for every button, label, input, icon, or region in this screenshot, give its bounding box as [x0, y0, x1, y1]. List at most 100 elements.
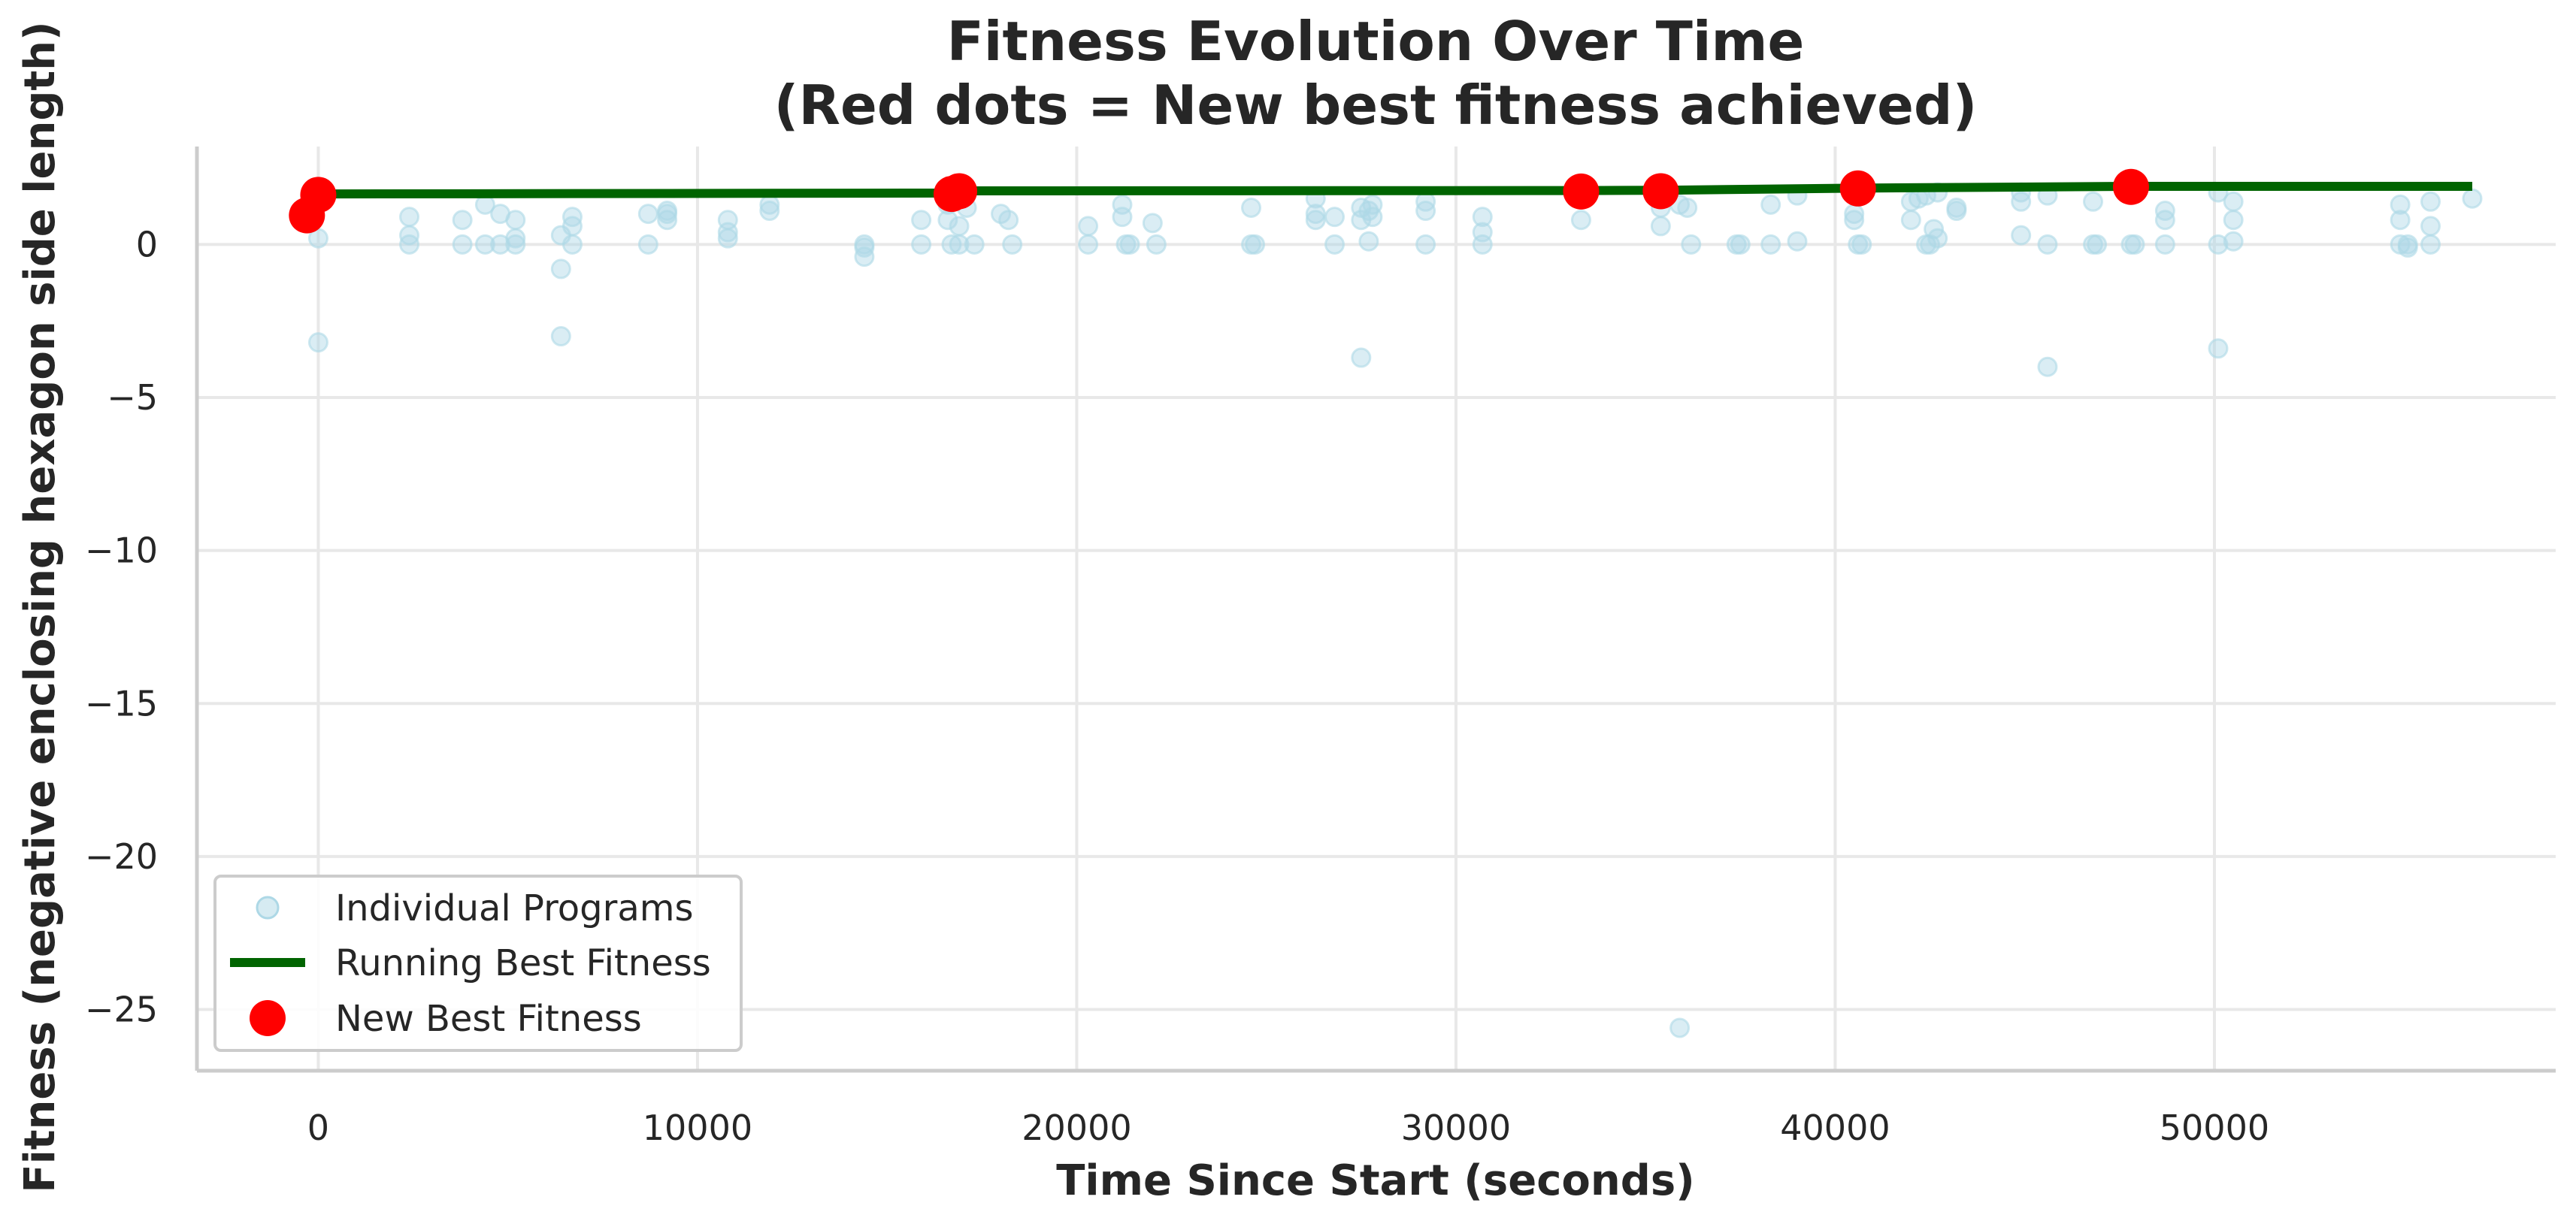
individual-program-point [1324, 234, 1346, 255]
individual-program-point [1241, 197, 1262, 218]
y-tick-label: −20 [85, 836, 158, 877]
individual-program-point [941, 234, 962, 255]
x-tick-label: 20000 [1022, 1108, 1131, 1148]
individual-program-point [2420, 234, 2441, 255]
new-best-point [1839, 170, 1876, 207]
individual-program-point [505, 210, 526, 231]
individual-program-point [1142, 213, 1163, 234]
individual-program-point [2011, 191, 2032, 212]
individual-program-point [1650, 216, 1671, 237]
individual-program-point [1112, 207, 1133, 228]
individual-program-point [474, 234, 495, 255]
individual-program-point [949, 216, 970, 237]
individual-program-point [2397, 237, 2418, 258]
individual-program-point [1677, 197, 1698, 218]
individual-program-point [1415, 201, 1436, 222]
individual-program-point [854, 246, 875, 267]
individual-program-point [717, 228, 738, 249]
individual-program-point [998, 210, 1019, 231]
running-best-line [318, 181, 2473, 199]
y-tick-label: −25 [85, 990, 158, 1030]
individual-program-point [1669, 1017, 1691, 1038]
legend-marker-new-best [250, 1000, 286, 1036]
individual-program-point [562, 234, 583, 255]
new-best-points [289, 168, 2149, 234]
y-tick-label: 0 [136, 224, 158, 264]
individual-program-point [452, 234, 473, 255]
individual-program-point [1844, 210, 1865, 231]
individual-program-point [759, 201, 780, 222]
new-best-point [2112, 168, 2149, 205]
individual-program-point [657, 210, 678, 231]
x-tick-labels: 0 10000 20000 30000 40000 50000 [307, 1108, 2269, 1148]
y-tick-label: −15 [85, 683, 158, 724]
individual-program-point [2223, 191, 2244, 212]
individual-program-point [562, 216, 583, 237]
individual-program-point [1245, 234, 1266, 255]
individual-program-point [637, 204, 658, 225]
individual-program-point [2223, 231, 2244, 252]
individual-program-point [911, 234, 932, 255]
individual-program-point [1472, 234, 1493, 255]
chart-title-line2: (Red dots = New best fitness achieved) [774, 74, 1978, 137]
individual-program-point [1358, 231, 1379, 252]
individual-program-point [2154, 210, 2175, 231]
individual-program-point [1927, 228, 1948, 249]
individual-program-point [637, 234, 658, 255]
new-best-point [1642, 173, 1679, 210]
individual-program-point [1760, 194, 1781, 215]
y-tick-label: −5 [107, 377, 158, 418]
individual-program-point [1362, 207, 1383, 228]
legend-label-running-best: Running Best Fitness [335, 942, 711, 984]
individual-program-point [1787, 231, 1808, 252]
individual-program-point [2420, 191, 2441, 212]
individual-program-point [2124, 234, 2145, 255]
individual-program-point [1730, 234, 1751, 255]
individual-program-point [1119, 234, 1140, 255]
individual-program-point [2011, 225, 2032, 246]
x-tick-label: 30000 [1401, 1108, 1511, 1148]
individual-program-point [1146, 234, 1167, 255]
y-axis-label: Fitness (negative enclosing hexagon side… [16, 21, 65, 1192]
legend-marker-individual [256, 896, 280, 920]
individual-program-point [2083, 191, 2104, 212]
chart-title-line1: Fitness Evolution Over Time [947, 10, 1805, 73]
individual-program-point [505, 228, 526, 249]
individual-program-point [452, 210, 473, 231]
individual-program-point [2208, 234, 2229, 255]
individual-program-point [717, 222, 738, 243]
legend: Individual Programs Running Best Fitness… [213, 875, 743, 1052]
legend-box [213, 875, 743, 1052]
new-best-point [300, 177, 337, 213]
individual-program-point [1900, 210, 1921, 231]
x-tick-label: 10000 [643, 1108, 752, 1148]
individual-program-point [1681, 234, 1702, 255]
y-tick-labels: 0 −5 −10 −15 −20 −25 [85, 224, 158, 1029]
individual-program-point [1324, 207, 1346, 228]
individual-program-point [1002, 234, 1023, 255]
individual-program-point [1078, 234, 1099, 255]
new-best-point [941, 173, 978, 210]
individual-program-point [2037, 234, 2058, 255]
individual-program-point [2390, 194, 2411, 215]
legend-label-new-best: New Best Fitness [335, 998, 642, 1040]
new-best-point [1563, 173, 1600, 210]
individual-program-point [1760, 234, 1781, 255]
individual-program-point [1946, 201, 1967, 222]
individual-program-point [1078, 216, 1099, 237]
individual-program-point [1570, 210, 1591, 231]
individual-program-point [2037, 356, 2058, 377]
individual-program-point [657, 204, 678, 225]
individual-program-point [964, 234, 985, 255]
x-axis-label: Time Since Start (seconds) [1056, 1156, 1695, 1205]
individual-program-point [2420, 216, 2441, 237]
individual-program-point [1415, 234, 1436, 255]
individual-program-point [399, 207, 420, 228]
individual-program-point [1851, 234, 1872, 255]
individual-program-point [307, 332, 328, 353]
running-best-line-group [318, 181, 2473, 199]
individual-program-point [949, 234, 970, 255]
individual-program-point [2390, 210, 2411, 231]
individual-program-point [550, 258, 571, 280]
